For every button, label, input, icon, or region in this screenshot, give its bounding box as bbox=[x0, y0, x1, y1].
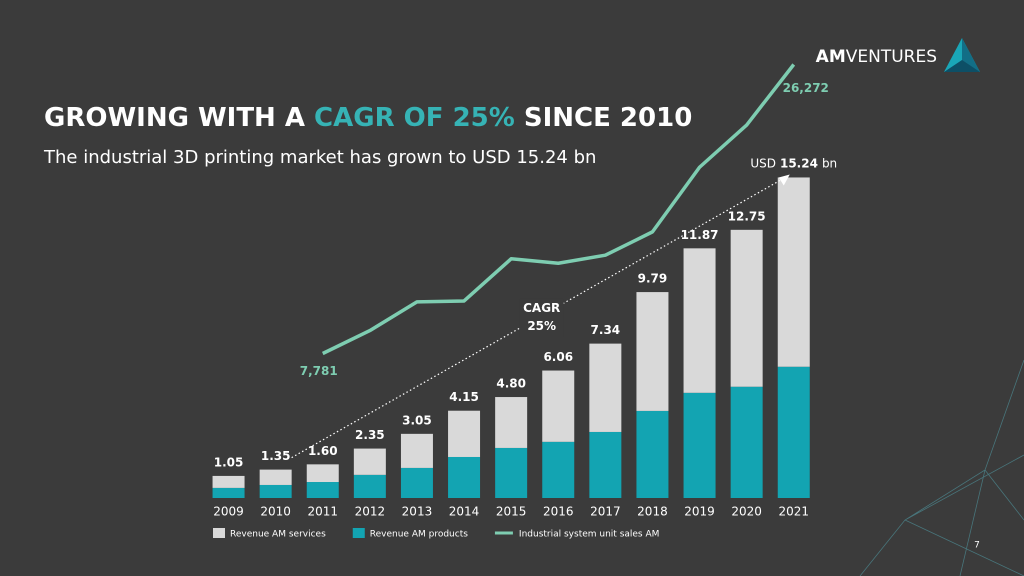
x-tick-label: 2021 bbox=[778, 505, 809, 519]
bar-segment bbox=[542, 370, 575, 442]
bar-segment bbox=[306, 464, 339, 483]
bar-segment bbox=[683, 248, 716, 393]
title-highlight: CAGR OF 25% bbox=[314, 103, 515, 133]
bar-segment bbox=[495, 447, 528, 498]
total-prefix: USD bbox=[750, 156, 776, 170]
title: GROWING WITH A CAGR OF 25% SINCE 2010 bbox=[44, 103, 692, 133]
logo-bold: AM bbox=[816, 47, 846, 67]
bar-total-label: 1.60 bbox=[308, 444, 338, 458]
bar-segment bbox=[306, 482, 339, 498]
title-part: GROWING WITH A bbox=[44, 103, 314, 133]
bar-segment bbox=[636, 292, 669, 411]
bar-total-label: 2.35 bbox=[355, 428, 385, 442]
line-value-label: 26,272 bbox=[783, 81, 829, 95]
network-decoration bbox=[859, 359, 1024, 576]
legend-swatch bbox=[352, 528, 365, 538]
bar-segment bbox=[777, 366, 810, 498]
bar-total-label: 7.34 bbox=[591, 323, 621, 337]
legend-label: Revenue AM products bbox=[370, 530, 468, 540]
x-tick-label: 2013 bbox=[402, 505, 433, 519]
bar-segment bbox=[777, 177, 810, 367]
bar-segment bbox=[542, 441, 575, 498]
line-series bbox=[321, 63, 796, 356]
bar-segment bbox=[212, 475, 245, 488]
bar-segment bbox=[448, 410, 481, 457]
cagr-label: CAGR bbox=[523, 301, 560, 315]
cagr-label-bg bbox=[519, 298, 564, 337]
x-tick-label: 2019 bbox=[684, 505, 715, 519]
bar-segment bbox=[448, 456, 481, 498]
x-tick-label: 2020 bbox=[731, 505, 762, 519]
bar-segment bbox=[495, 397, 528, 448]
page-number: 7 bbox=[974, 541, 980, 551]
bar-total-label: 1.05 bbox=[214, 455, 244, 469]
bar-segment bbox=[353, 474, 386, 498]
bar-segment bbox=[259, 484, 292, 498]
bar-total-label: 4.80 bbox=[496, 377, 526, 391]
bar-total-label: 12.75 bbox=[728, 209, 766, 223]
x-tick-label: 2015 bbox=[496, 505, 527, 519]
bar-segment bbox=[730, 386, 763, 498]
logo-text: AMVENTURES bbox=[816, 47, 937, 67]
bar-segment bbox=[589, 343, 622, 432]
bar-segment bbox=[400, 433, 433, 468]
x-tick-label: 2017 bbox=[590, 505, 621, 519]
bar-total-label: 3.05 bbox=[402, 413, 432, 427]
total-value: 15.24 bbox=[780, 156, 818, 170]
bar-total-label: 9.79 bbox=[638, 272, 668, 286]
x-tick-label: 2012 bbox=[355, 505, 386, 519]
total-unit: bn bbox=[822, 156, 837, 170]
bar-segment bbox=[353, 448, 386, 475]
subtitle: The industrial 3D printing market has gr… bbox=[43, 147, 596, 168]
x-tick-label: 2011 bbox=[307, 505, 338, 519]
cagr-arrowhead bbox=[778, 174, 790, 186]
legend-label: Industrial system unit sales AM bbox=[519, 530, 659, 540]
bar-segment bbox=[400, 467, 433, 498]
bar-segment bbox=[212, 487, 245, 498]
legend-label: Revenue AM services bbox=[230, 530, 326, 540]
bar-segment bbox=[730, 229, 763, 387]
x-tick-label: 2010 bbox=[260, 505, 291, 519]
bar-total-label: 4.15 bbox=[449, 390, 479, 404]
bar-total-label: 6.06 bbox=[543, 350, 573, 364]
line-value-label: 7,781 bbox=[300, 364, 338, 378]
bar-segment bbox=[259, 469, 292, 485]
logo-icon bbox=[944, 38, 980, 72]
bar-segment bbox=[636, 410, 669, 498]
logo-regular: VENTURES bbox=[846, 47, 937, 67]
bar-total-label: 11.87 bbox=[681, 228, 719, 242]
legend-swatch bbox=[213, 528, 225, 538]
cagr-value: 25% bbox=[527, 319, 556, 333]
x-tick-label: 2009 bbox=[213, 505, 244, 519]
bar-segment bbox=[683, 392, 716, 498]
bar-segment bbox=[589, 431, 622, 498]
title-part: SINCE 2010 bbox=[515, 103, 692, 133]
x-tick-label: 2014 bbox=[449, 505, 480, 519]
x-tick-label: 2018 bbox=[637, 505, 668, 519]
x-tick-label: 2016 bbox=[543, 505, 574, 519]
bar-total-label: 1.35 bbox=[261, 449, 291, 463]
total-annotation: USD 15.24 bn bbox=[750, 156, 837, 170]
